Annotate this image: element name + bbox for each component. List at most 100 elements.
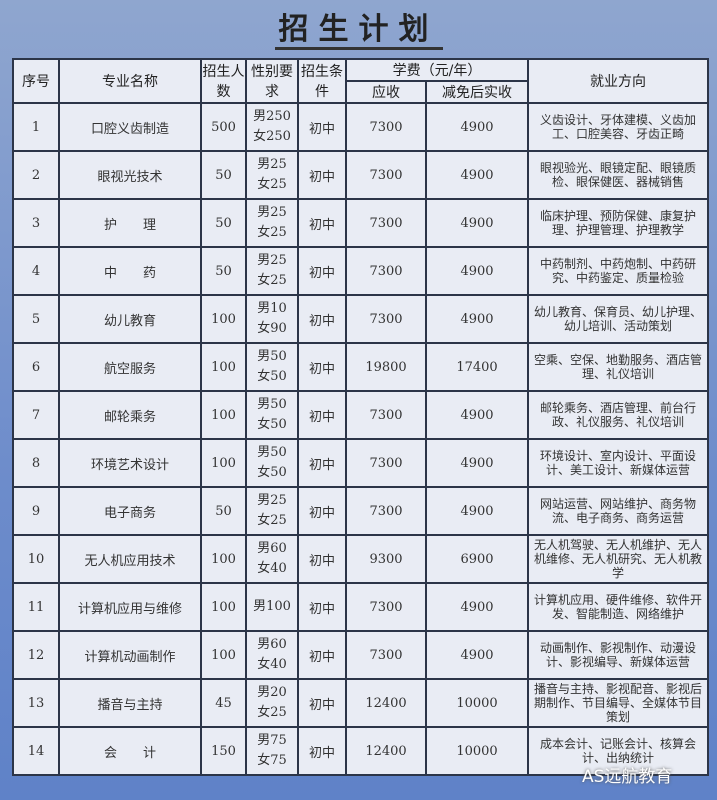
table-row: 6 航空服务 100 男50 女50 初中 19800 17400 空乘、空保、地勤服务、酒店管…	[12, 342, 709, 392]
gender-quota: 男75	[257, 733, 287, 748]
gender-quota: 女50	[257, 417, 287, 432]
cell-condition: 初中	[297, 246, 347, 296]
gender-quota: 女25	[257, 273, 287, 288]
cell-gender: 男25 女25	[245, 198, 299, 248]
cell-count: 100	[200, 342, 247, 392]
cell-condition: 初中	[297, 342, 347, 392]
cell-job: 计算机应用、硬件维修、软件开发、智能制造、网络维护	[527, 582, 709, 632]
cell-gender: 男100	[245, 582, 299, 632]
cell-condition: 初中	[297, 582, 347, 632]
cell-major: 眼视光技术	[58, 150, 202, 200]
gender-quota: 女25	[257, 225, 287, 240]
cell-condition: 初中	[297, 630, 347, 680]
cell-major: 播音与主持	[58, 678, 202, 728]
cell-job: 幼儿教育、保育员、幼儿护理、幼儿培训、活动策划	[527, 294, 709, 344]
cell-fee-actual: 4900	[425, 294, 529, 344]
page-title: 招生计划	[0, 4, 717, 50]
header-fee-actual: 减免后实收	[425, 80, 529, 104]
table-row: 1 口腔义齿制造 500 男250 女250 初中 7300 4900 义齿设计、牙体建模、义齿…	[12, 102, 709, 152]
cell-count: 50	[200, 486, 247, 536]
cell-no: 5	[12, 294, 60, 344]
cell-fee-due: 7300	[345, 198, 427, 248]
cell-condition: 初中	[297, 294, 347, 344]
cell-no: 10	[12, 534, 60, 584]
cell-fee-actual: 4900	[425, 102, 529, 152]
cell-gender: 男60 女40	[245, 534, 299, 584]
cell-fee-due: 7300	[345, 102, 427, 152]
cell-fee-due: 7300	[345, 438, 427, 488]
cell-count: 100	[200, 390, 247, 440]
cell-fee-due: 12400	[345, 678, 427, 728]
cell-fee-due: 7300	[345, 630, 427, 680]
cell-count: 150	[200, 726, 247, 776]
cell-major: 中 药	[58, 246, 202, 296]
gender-quota: 男50	[257, 397, 287, 412]
gender-quota: 女25	[257, 705, 287, 720]
gender-quota: 女40	[257, 657, 287, 672]
cell-fee-actual: 17400	[425, 342, 529, 392]
cell-count: 50	[200, 246, 247, 296]
cell-count: 50	[200, 198, 247, 248]
cell-job: 动画制作、影视制作、动漫设计、影视编导、新媒体运营	[527, 630, 709, 680]
header-fee: 学费（元/年）	[345, 58, 529, 82]
gender-quota: 男25	[257, 253, 287, 268]
cell-job: 环境设计、室内设计、平面设计、美工设计、新媒体运营	[527, 438, 709, 488]
table-row: 7 邮轮乘务 100 男50 女50 初中 7300 4900 邮轮乘务、酒店管理、前台行政、礼…	[12, 390, 709, 440]
cell-job: 空乘、空保、地勤服务、酒店管理、礼仪培训	[527, 342, 709, 392]
cell-major: 航空服务	[58, 342, 202, 392]
cell-condition: 初中	[297, 534, 347, 584]
cell-gender: 男10 女90	[245, 294, 299, 344]
table-row: 11 计算机应用与维修 100 男100 初中 7300 4900 计算机应用、硬件维修、软件…	[12, 582, 709, 632]
gender-quota: 男25	[257, 205, 287, 220]
cell-condition: 初中	[297, 438, 347, 488]
cell-no: 14	[12, 726, 60, 776]
cell-gender: 男25 女25	[245, 486, 299, 536]
gender-quota: 女50	[257, 369, 287, 384]
cell-gender: 男50 女50	[245, 342, 299, 392]
cell-gender: 男25 女25	[245, 150, 299, 200]
cell-job: 网站运营、网站维护、商务物流、电子商务、商务运营	[527, 486, 709, 536]
cell-gender: 男25 女25	[245, 246, 299, 296]
cell-gender: 男20 女25	[245, 678, 299, 728]
cell-fee-due: 7300	[345, 486, 427, 536]
cell-fee-actual: 10000	[425, 678, 529, 728]
cell-count: 500	[200, 102, 247, 152]
gender-quota: 男250	[253, 109, 291, 124]
cell-condition: 初中	[297, 150, 347, 200]
cell-condition: 初中	[297, 390, 347, 440]
gender-quota: 男60	[257, 637, 287, 652]
cell-major: 无人机应用技术	[58, 534, 202, 584]
cell-fee-due: 19800	[345, 342, 427, 392]
cell-fee-actual: 10000	[425, 726, 529, 776]
header-condition: 招生条件	[297, 58, 347, 104]
watermark: AS远航教育	[582, 767, 673, 787]
cell-job: 临床护理、预防保健、康复护理、护理管理、护理教学	[527, 198, 709, 248]
header-job: 就业方向	[527, 58, 709, 104]
cell-gender: 男50 女50	[245, 438, 299, 488]
cell-gender: 男60 女40	[245, 630, 299, 680]
cell-job: 成本会计、记账会计、核算会计、出纳统计	[527, 726, 709, 776]
header-gender: 性别要求	[245, 58, 299, 104]
cell-fee-actual: 4900	[425, 630, 529, 680]
cell-count: 100	[200, 294, 247, 344]
cell-count: 45	[200, 678, 247, 728]
table-row: 9 电子商务 50 男25 女25 初中 7300 4900 网站运营、网站维护、商务物流、电子…	[12, 486, 709, 536]
gender-quota: 女90	[257, 321, 287, 336]
cell-count: 100	[200, 582, 247, 632]
cell-no: 11	[12, 582, 60, 632]
cell-major: 环境艺术设计	[58, 438, 202, 488]
cell-no: 12	[12, 630, 60, 680]
cell-no: 4	[12, 246, 60, 296]
cell-fee-due: 7300	[345, 150, 427, 200]
gender-quota: 女250	[253, 129, 291, 144]
cell-gender: 男75 女75	[245, 726, 299, 776]
cell-major: 计算机动画制作	[58, 630, 202, 680]
cell-count: 100	[200, 630, 247, 680]
cell-no: 9	[12, 486, 60, 536]
table-row: 2 眼视光技术 50 男25 女25 初中 7300 4900 眼视验光、眼镜定配、眼镜质检、眼…	[12, 150, 709, 200]
cell-fee-actual: 4900	[425, 438, 529, 488]
cell-job: 中药制剂、中药炮制、中药研究、中药鉴定、质量检验	[527, 246, 709, 296]
cell-condition: 初中	[297, 726, 347, 776]
